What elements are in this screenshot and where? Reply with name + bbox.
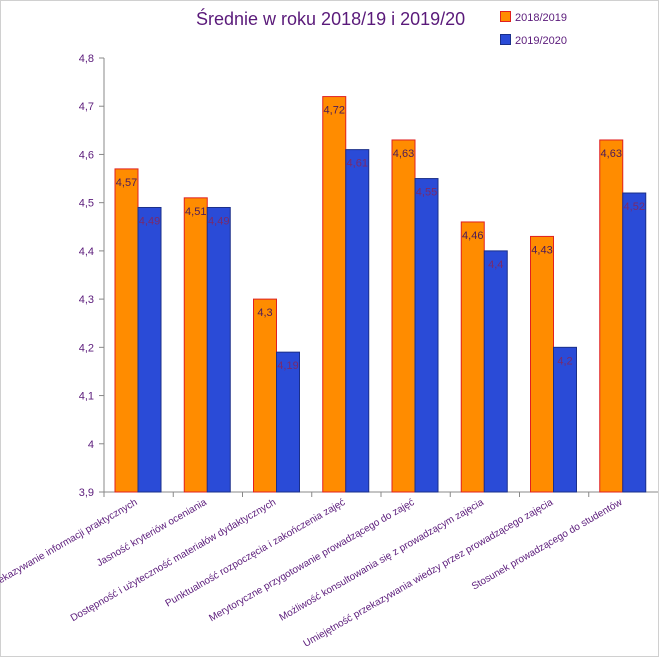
data-label: 4,52 <box>624 201 645 213</box>
bar-2019-2020 <box>206 206 231 493</box>
data-label: 4,3 <box>257 307 272 319</box>
bar-2019-2020 <box>622 192 647 493</box>
x-category-label: Jasność kryteriów oceniania <box>95 497 209 569</box>
legend-label-2018-2019: 2018/2019 <box>515 12 567 24</box>
y-tick-label: 4,6 <box>79 149 94 161</box>
y-tick-label: 4,3 <box>79 294 94 306</box>
bar-2018-2019 <box>114 168 139 493</box>
y-tick-label: 4,2 <box>79 342 94 354</box>
bar-2019-2020 <box>345 149 370 493</box>
data-label: 4,55 <box>416 187 437 199</box>
data-label: 4,51 <box>185 206 206 218</box>
data-label: 4,49 <box>139 215 160 227</box>
data-label: 4,19 <box>277 360 298 372</box>
bar-2018-2019 <box>322 96 347 493</box>
bar-2018-2019 <box>183 197 208 493</box>
y-tick-label: 4,1 <box>79 391 94 403</box>
bar-2019-2020 <box>553 346 577 493</box>
legend-swatch-2019-2020 <box>500 34 511 45</box>
data-label: 4,4 <box>488 259 503 271</box>
bar-2019-2020 <box>414 178 439 493</box>
y-tick-label: 4,5 <box>79 198 94 210</box>
data-label: 4,63 <box>601 148 622 160</box>
y-tick-label: 4,7 <box>79 101 94 113</box>
bar-2019-2020 <box>276 351 300 493</box>
x-category-label: Umiejętność przekazywania wiedzy przez p… <box>302 497 556 650</box>
data-label: 4,63 <box>393 148 414 160</box>
y-tick-label: 4,8 <box>79 53 94 65</box>
y-tick-label: 4 <box>88 439 94 451</box>
data-label: 4,57 <box>116 177 137 189</box>
bar-2019-2020 <box>137 206 162 493</box>
legend-label-2019-2020: 2019/2020 <box>515 35 567 47</box>
chart-title: Średnie w roku 2018/19 i 2019/20 <box>196 9 466 29</box>
legend-item-2018-2019: 2018/2019 <box>500 11 567 24</box>
data-label: 4,46 <box>462 230 483 242</box>
y-tick-label: 4,4 <box>79 246 94 258</box>
bar-2018-2019 <box>460 221 485 493</box>
data-label: 4,49 <box>208 215 229 227</box>
data-label: 4,72 <box>324 105 345 117</box>
x-category-label: Stosunek prowadzącego do studentów <box>470 497 625 593</box>
data-label: 4,61 <box>347 158 368 170</box>
data-label: 4,2 <box>557 355 572 367</box>
bar-2018-2019 <box>391 139 416 493</box>
bar-2019-2020 <box>483 250 508 493</box>
y-tick-label: 3,9 <box>79 487 94 499</box>
legend-item-2019-2020: 2019/2020 <box>500 34 567 47</box>
bar-2018-2019 <box>253 298 277 493</box>
legend-swatch-2018-2019 <box>500 11 511 22</box>
data-label: 4,43 <box>531 244 552 256</box>
bar-2018-2019 <box>530 235 554 493</box>
bar-2018-2019 <box>599 139 624 493</box>
